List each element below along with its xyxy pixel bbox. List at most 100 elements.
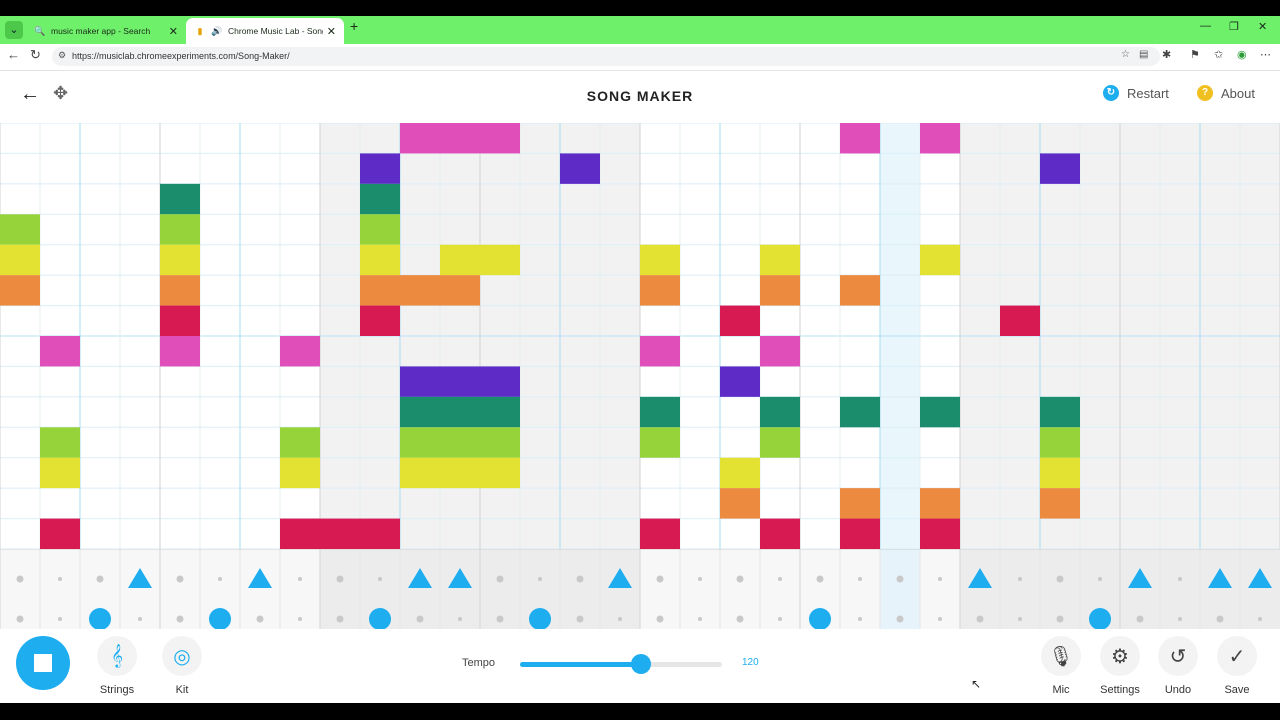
melody-grid[interactable] [0, 123, 1280, 549]
mic-button[interactable]: 🎙 Mic [1031, 636, 1091, 696]
rhythm-circle[interactable] [209, 608, 231, 629]
close-icon[interactable]: ✕ [326, 25, 336, 38]
rhythm-triangle[interactable] [408, 568, 432, 588]
url-text[interactable]: https://musiclab.chromeexperiments.com/S… [72, 51, 290, 61]
reader-icon[interactable]: ▤ [1139, 49, 1149, 60]
site-info-icon[interactable]: ⚙ [58, 50, 67, 60]
note-cell[interactable] [160, 305, 200, 336]
rhythm-dot[interactable] [336, 615, 344, 623]
rhythm-dot[interactable] [58, 577, 62, 581]
move-icon[interactable]: ✥ [53, 83, 69, 103]
note-cell[interactable] [40, 518, 80, 549]
note-cell[interactable] [360, 153, 400, 184]
note-cell[interactable] [760, 396, 800, 428]
note-cell[interactable] [840, 518, 880, 549]
note-cell[interactable] [840, 275, 880, 306]
note-cell[interactable] [560, 153, 600, 184]
rhythm-dot[interactable] [858, 617, 862, 621]
rhythm-dot[interactable] [218, 577, 222, 581]
note-cell[interactable] [840, 488, 880, 519]
note-cell[interactable] [400, 123, 440, 154]
kit-button[interactable]: ◎ Kit [152, 636, 212, 696]
tempo-slider[interactable] [520, 654, 722, 674]
new-tab-icon[interactable]: + [350, 18, 359, 34]
instrument-button[interactable]: 𝄞 Strings [87, 636, 147, 696]
note-cell[interactable] [160, 244, 200, 276]
back-icon[interactable]: ← [7, 47, 20, 62]
note-cell[interactable] [440, 123, 480, 154]
rhythm-dot[interactable] [1136, 615, 1144, 623]
rhythm-dot[interactable] [778, 617, 782, 621]
rhythm-dot[interactable] [256, 615, 264, 623]
rhythm-dot[interactable] [496, 575, 504, 583]
note-cell[interactable] [440, 427, 480, 458]
extensions-icon[interactable]: ✱ [1162, 49, 1172, 61]
rhythm-dot[interactable] [698, 617, 702, 621]
note-cell[interactable] [40, 427, 80, 458]
favorites-icon[interactable]: ✩ [1214, 49, 1224, 61]
note-cell[interactable] [760, 336, 800, 367]
rhythm-triangle[interactable] [608, 568, 632, 588]
rhythm-dot[interactable] [778, 577, 782, 581]
note-cell[interactable] [640, 275, 680, 306]
note-cell[interactable] [920, 123, 960, 154]
undo-button[interactable]: ↺ Undo [1148, 636, 1208, 696]
note-cell[interactable] [360, 244, 400, 276]
note-cell[interactable] [0, 214, 40, 245]
note-cell[interactable] [400, 457, 440, 489]
note-cell[interactable] [760, 275, 800, 306]
rhythm-dot[interactable] [1178, 577, 1182, 581]
more-menu-icon[interactable]: ⋯ [1260, 49, 1271, 61]
omnibox[interactable]: ⚙ https://musiclab.chromeexperiments.com… [52, 47, 1160, 66]
rhythm-dot[interactable] [976, 615, 984, 623]
note-cell[interactable] [440, 244, 480, 276]
rhythm-dot[interactable] [938, 577, 942, 581]
note-cell[interactable] [1000, 305, 1040, 336]
note-cell[interactable] [920, 488, 960, 519]
rhythm-dot[interactable] [618, 617, 622, 621]
rhythm-dot[interactable] [138, 617, 142, 621]
rhythm-triangle[interactable] [1128, 568, 1152, 588]
note-cell[interactable] [400, 396, 440, 428]
rhythm-circle[interactable] [1089, 608, 1111, 629]
speaker-icon[interactable]: 🔊 [211, 25, 223, 36]
rhythm-dot[interactable] [576, 575, 584, 583]
rhythm-triangle[interactable] [1248, 568, 1272, 588]
profile-icon[interactable]: ◉ [1237, 49, 1247, 61]
note-cell[interactable] [840, 123, 880, 154]
note-cell[interactable] [160, 183, 200, 215]
note-cell[interactable] [440, 366, 480, 397]
note-cell[interactable] [400, 366, 440, 397]
note-cell[interactable] [440, 396, 480, 428]
rhythm-dot[interactable] [576, 615, 584, 623]
note-cell[interactable] [400, 427, 440, 458]
note-cell[interactable] [400, 275, 440, 306]
rhythm-circle[interactable] [89, 608, 111, 629]
rhythm-dot[interactable] [1018, 577, 1022, 581]
note-cell[interactable] [920, 518, 960, 549]
note-cell[interactable] [640, 427, 680, 458]
note-cell[interactable] [720, 366, 760, 397]
note-cell[interactable] [720, 305, 760, 336]
extension-icon[interactable]: ⚑ [1190, 49, 1200, 61]
rhythm-dot[interactable] [656, 615, 664, 623]
note-cell[interactable] [720, 488, 760, 519]
note-cell[interactable] [280, 457, 320, 489]
rhythm-dot[interactable] [896, 615, 904, 623]
close-icon[interactable]: ✕ [168, 25, 178, 38]
note-cell[interactable] [440, 275, 480, 306]
rhythm-dot[interactable] [858, 577, 862, 581]
rhythm-triangle[interactable] [248, 568, 272, 588]
rhythm-dot[interactable] [176, 615, 184, 623]
rhythm-dot[interactable] [1056, 615, 1064, 623]
note-cell[interactable] [1040, 427, 1080, 458]
rhythm-dot[interactable] [698, 577, 702, 581]
reload-icon[interactable]: ↻ [30, 47, 41, 62]
rhythm-dot[interactable] [938, 617, 942, 621]
note-cell[interactable] [720, 457, 760, 489]
window-close-icon[interactable]: ✕ [1258, 21, 1268, 33]
rhythm-dot[interactable] [496, 615, 504, 623]
rhythm-dot[interactable] [58, 617, 62, 621]
about-button[interactable]: ? About [1197, 85, 1255, 101]
tempo-slider-thumb[interactable] [631, 654, 652, 674]
